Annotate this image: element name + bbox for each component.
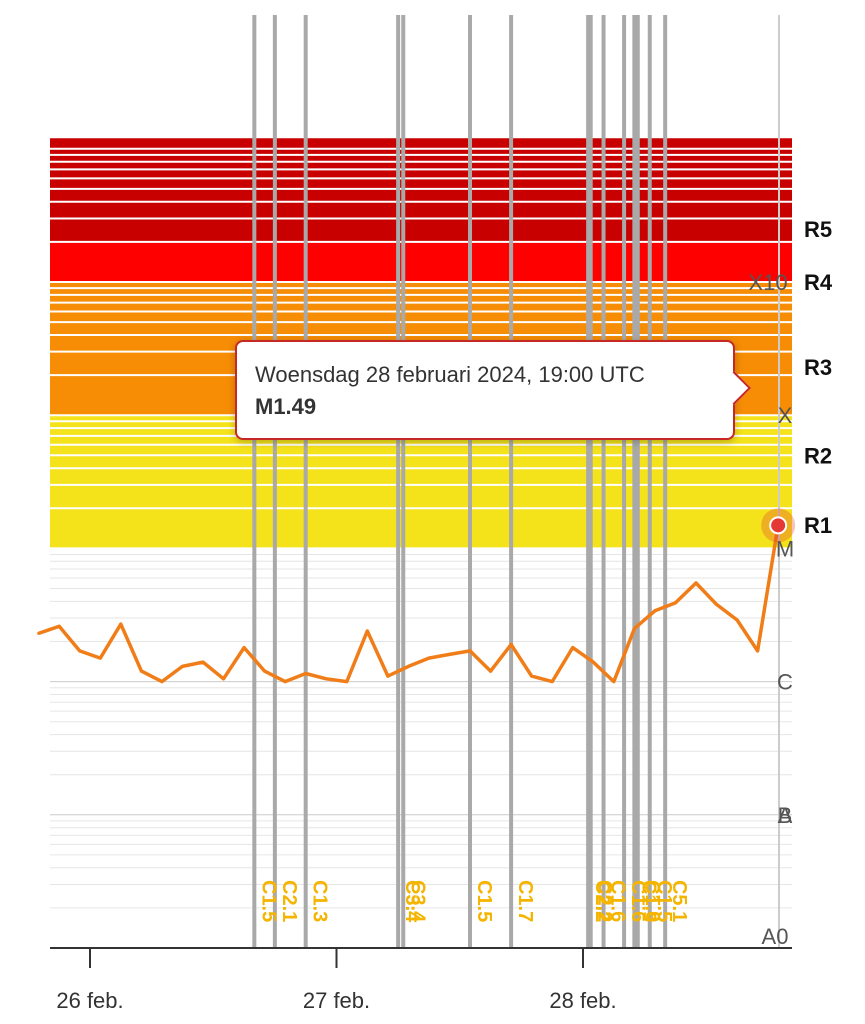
tooltip-date: Woensdag 28 februari 2024, 19:00 UTC [255,362,645,387]
data-point [427,656,431,660]
flare-markers [252,15,668,948]
flare-label: C5.1 [668,880,690,922]
data-point [509,642,513,646]
flux-class-labels: X10 X M C BA A0 [748,270,794,949]
series-layer [37,508,796,684]
flare-label: C1.9 [637,880,659,922]
data-point [653,609,657,613]
flare-label: C3.4 [406,880,428,923]
x-axis: 26 feb. 27 feb. 28 feb. [50,15,792,1013]
data-point [612,680,616,684]
data-point [324,677,328,681]
flare-labels: C1.5C2.1 C1.3 C3.4C3.4 C1.5 C1.7 C2.2C2.2C1.6… [257,880,690,923]
r-label-r5: R5 [804,217,832,242]
class-label: X10 [748,270,787,295]
band-r5 [50,138,792,242]
flare-label: C1.5 [653,880,675,922]
data-point [57,624,61,628]
data-point [489,669,493,673]
data-point [386,674,390,678]
x-tick-label: 28 feb. [549,988,616,1013]
radio-blackout-labels: R5 R4 R3 R2 R1 [804,217,833,538]
data-point [160,680,164,684]
flare-label: C2.2 [594,880,616,922]
flare-label: C1.9 [641,880,663,922]
class-label: A [778,803,793,828]
class-label: A0 [762,924,789,949]
data-point [139,669,143,673]
data-point [222,677,226,681]
data-point [756,649,760,653]
data-point [694,581,698,585]
flare-label: C3.4 [401,880,423,923]
data-point [530,674,534,678]
data-point [735,618,739,622]
data-point [98,656,102,660]
flare-label: C1.3 [309,880,331,922]
class-label: X [778,403,793,428]
data-point [201,660,205,664]
class-label: B [778,803,793,828]
data-point [715,602,719,606]
r-label-r2: R2 [804,443,832,468]
data-point [591,660,595,664]
data-point [345,680,349,684]
flare-label: C2.2 [591,880,613,922]
band-r1 [50,455,792,549]
data-point [632,627,636,631]
data-point [406,664,410,668]
flare-label: C1.6 [607,880,629,922]
x-tick-label: 27 feb. [303,988,370,1013]
band-r4 [50,241,792,282]
data-point [673,601,677,605]
flare-label: C1.7 [514,880,536,922]
highlight-point [769,516,788,535]
data-point [365,629,369,633]
flare-label: C1.6 [627,880,649,922]
r-label-r4: R4 [804,270,833,295]
flare-label: C1.5 [473,880,495,922]
data-point [571,646,575,650]
data-point [119,622,123,626]
data-point [447,652,451,656]
data-tooltip: Woensdag 28 februari 2024, 19:00 UTC M1.… [235,340,751,440]
r-label-r1: R1 [804,513,832,538]
class-label: C [777,670,793,695]
r-label-r3: R3 [804,355,832,380]
class-label: M [776,536,794,561]
data-point [37,631,41,635]
data-point [468,649,472,653]
flare-label: C2.1 [278,880,300,922]
data-point [550,680,554,684]
flare-label: C1.5 [257,880,279,922]
data-point [304,672,308,676]
data-point [283,680,287,684]
x-tick-label: 26 feb. [56,988,123,1013]
tooltip-value: M1.49 [255,394,317,419]
data-point [263,669,267,673]
data-point [180,664,184,668]
data-point [242,646,246,650]
data-point [78,649,82,653]
